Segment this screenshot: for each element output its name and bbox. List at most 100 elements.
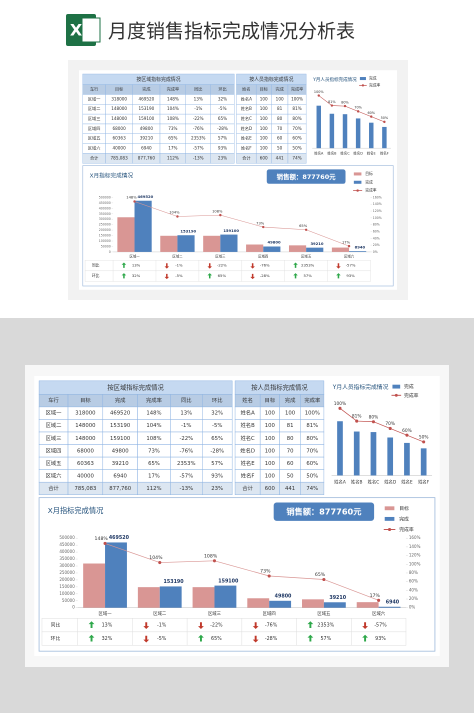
arrow-up [198, 634, 204, 642]
x-tick-label: 区域三 [215, 253, 226, 258]
cell-text: 877,760 [109, 486, 132, 492]
y2-tick-label: 140% [373, 202, 382, 206]
bar [329, 113, 335, 149]
badge [266, 169, 346, 184]
bar [331, 247, 350, 252]
data-label: 39210 [329, 595, 346, 601]
bar [316, 105, 321, 149]
cell-text: 23% [218, 155, 227, 160]
arrow-up [362, 634, 368, 642]
cell-text: 姓名D [240, 446, 255, 454]
cmp-name: 环比 [51, 635, 61, 642]
cell-text: -76% [179, 448, 193, 454]
rate-point [377, 598, 381, 602]
cell-text: 65% [218, 116, 227, 121]
legend-swatch [353, 180, 362, 184]
cmp-value: 65% [211, 636, 222, 642]
data-label: 60% [402, 428, 412, 434]
cell-text: 100 [285, 411, 296, 417]
y2-tick-label: 100% [373, 216, 382, 220]
bar [263, 246, 281, 252]
cell-text: 318000 [75, 411, 96, 417]
header: X 月度销售指标完成情况分析表 [66, 14, 355, 46]
cell-text: 70 [277, 126, 283, 131]
cell-text: -57% [179, 473, 193, 479]
cell-text: 姓名C [240, 434, 255, 442]
rate-point [356, 110, 360, 113]
cmp-row [84, 270, 371, 282]
y-tick-label: 350000 [99, 212, 111, 216]
cell-text: 合计 [242, 484, 253, 492]
cmp-value: 57% [320, 636, 331, 642]
cell-text: 区域二 [46, 421, 62, 429]
data-label: 17% [370, 593, 381, 599]
cmp-value: 2353% [301, 263, 315, 268]
rate-point [317, 94, 320, 97]
cell-text: 100 [276, 96, 284, 101]
rate-point [343, 104, 347, 108]
x-tick-label: 区域一 [99, 610, 113, 617]
excel-sheet [81, 17, 101, 43]
bar [349, 251, 367, 252]
rate-line [318, 95, 385, 123]
cell-text: 153190 [110, 423, 131, 429]
y2-tick-label: 160% [409, 535, 421, 540]
cell-text: 100 [265, 461, 276, 467]
data-label: 100% [314, 90, 324, 94]
cell-text: 70% [292, 126, 301, 131]
bar [134, 200, 152, 252]
cell-text: 785,083 [111, 155, 129, 160]
data-label: 6940 [355, 244, 366, 249]
legend-swatch [388, 527, 392, 532]
cell-text: 姓名E [241, 135, 252, 141]
y-tick-label: 450000 [99, 201, 111, 205]
cmp-value: -57% [346, 263, 356, 268]
table-title: 按人员指标完成情况 [251, 383, 308, 392]
data-label: 108% [212, 209, 223, 213]
cell-text: 65% [168, 136, 177, 141]
data-label: 50% [419, 435, 429, 441]
legend-swatch [353, 172, 362, 176]
cell-text: 112% [167, 155, 179, 160]
y-tick-label: 400000 [59, 549, 75, 554]
y2-tick-label: 120% [373, 209, 382, 213]
bar [306, 247, 324, 252]
cell-text: 区域三 [88, 115, 100, 121]
arrow-down [164, 273, 170, 280]
cell-text: 100 [265, 473, 276, 479]
table-cell [202, 481, 233, 495]
column-header: 同比 [181, 396, 192, 404]
y-tick-label: 450000 [59, 542, 75, 547]
chart-title: X月指标完成情况 [90, 172, 134, 180]
data-label: 73% [260, 569, 271, 575]
cell-text: 81 [277, 106, 283, 111]
data-label: 81% [352, 414, 362, 420]
bar [370, 432, 377, 476]
cell-text: 合计 [48, 484, 59, 492]
column-header: 目标 [265, 396, 276, 404]
legend-label: 完成 [404, 383, 414, 390]
y-tick-label: 500000 [99, 195, 111, 199]
bar [337, 421, 343, 476]
x-tick-label: 区域四 [258, 253, 269, 258]
cell-text: -5% [218, 106, 226, 111]
badge-text: 销售额：877760元 [277, 172, 336, 181]
legend-swatch [361, 84, 365, 87]
data-label: 70% [385, 421, 395, 427]
cell-text: 100 [265, 448, 276, 454]
cell-text: 80% [306, 436, 318, 442]
rate-point [338, 406, 342, 410]
cell-text: 姓名F [241, 145, 252, 151]
rate-point [422, 440, 426, 444]
cmp-value: -28% [265, 636, 278, 642]
y-tick-label: 200000 [59, 577, 75, 582]
data-label: 65% [315, 572, 326, 578]
cmp-value: 32% [132, 273, 141, 278]
x-tick-label: 姓名B [327, 151, 337, 156]
cell-text: 50% [292, 146, 301, 151]
cell-text: 区域二 [88, 105, 100, 111]
cell-text: 100 [265, 423, 276, 429]
x-tick-label: 姓名B [351, 479, 363, 486]
cell-text: 区域四 [88, 125, 100, 131]
